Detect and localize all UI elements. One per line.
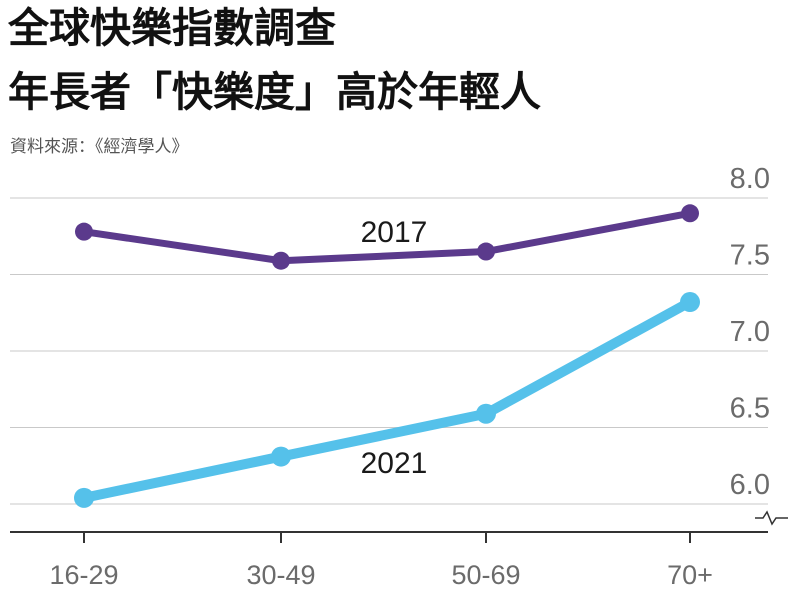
y-tick-label: 7.0 bbox=[730, 316, 770, 348]
series-label-2021: 2021 bbox=[361, 447, 428, 480]
y-tick-label: 6.5 bbox=[730, 393, 770, 425]
series-label-2017: 2017 bbox=[361, 216, 428, 249]
title-line-1: 全球快樂指數調查 bbox=[8, 4, 336, 52]
data-point-2021 bbox=[680, 292, 700, 313]
x-tick-label: 30-49 bbox=[246, 560, 315, 590]
data-point-2021 bbox=[74, 487, 94, 508]
data-point-2017 bbox=[681, 204, 699, 223]
y-tick-label: 8.0 bbox=[730, 163, 770, 195]
x-tick-label: 16-29 bbox=[49, 560, 118, 590]
title-line-2: 年長者「快樂度」高於年輕人 bbox=[8, 68, 541, 116]
x-tick-label: 70+ bbox=[667, 560, 713, 590]
source-note: 資料來源：《經濟學人》 bbox=[10, 137, 189, 157]
y-tick-label: 6.0 bbox=[730, 469, 770, 501]
series-line-2017 bbox=[80, 209, 694, 265]
data-point-2017 bbox=[477, 242, 495, 261]
data-point-2021 bbox=[271, 446, 291, 467]
axis-break-mark bbox=[755, 510, 788, 526]
x-tick-label: 50-69 bbox=[451, 560, 520, 590]
data-point-2017 bbox=[75, 222, 93, 241]
y-tick-label: 7.5 bbox=[730, 240, 770, 272]
series-line-2021 bbox=[79, 297, 695, 503]
data-point-2021 bbox=[476, 403, 496, 424]
data-point-2017 bbox=[272, 251, 290, 270]
